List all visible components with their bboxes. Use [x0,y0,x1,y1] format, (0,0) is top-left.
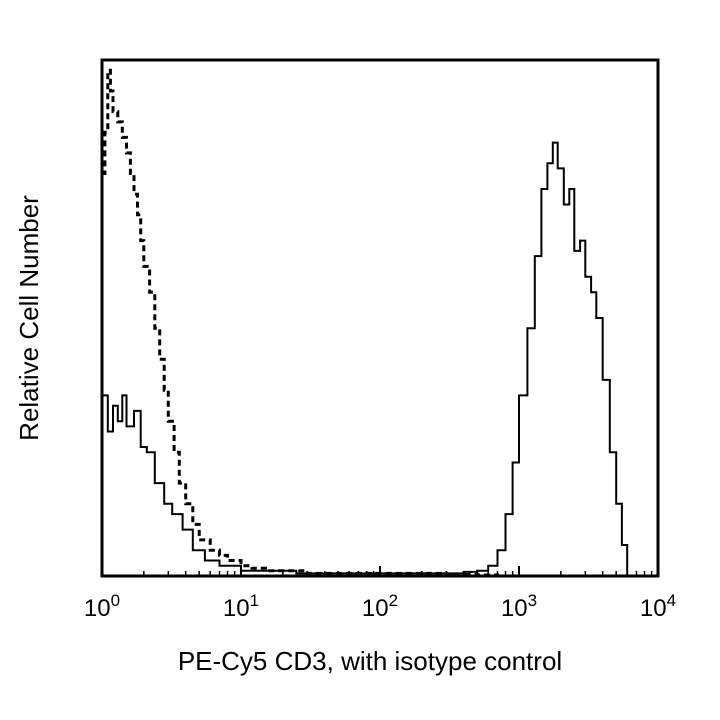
x-tick-label: 102 [362,591,398,622]
x-axis-label: PE-Cy5 CD3, with isotype control [178,646,562,676]
x-tick-label: 100 [84,591,120,622]
series-layer [102,68,629,577]
x-tick-label: 103 [501,591,537,622]
x-tick-label: 104 [640,591,676,622]
series-solid-line [102,141,629,576]
series-dashed-line [102,68,499,577]
y-axis-label: Relative Cell Number [14,195,44,441]
x-axis-ticks: 100 101 102 103 104 [84,566,676,622]
x-tick-label: 101 [223,591,259,622]
